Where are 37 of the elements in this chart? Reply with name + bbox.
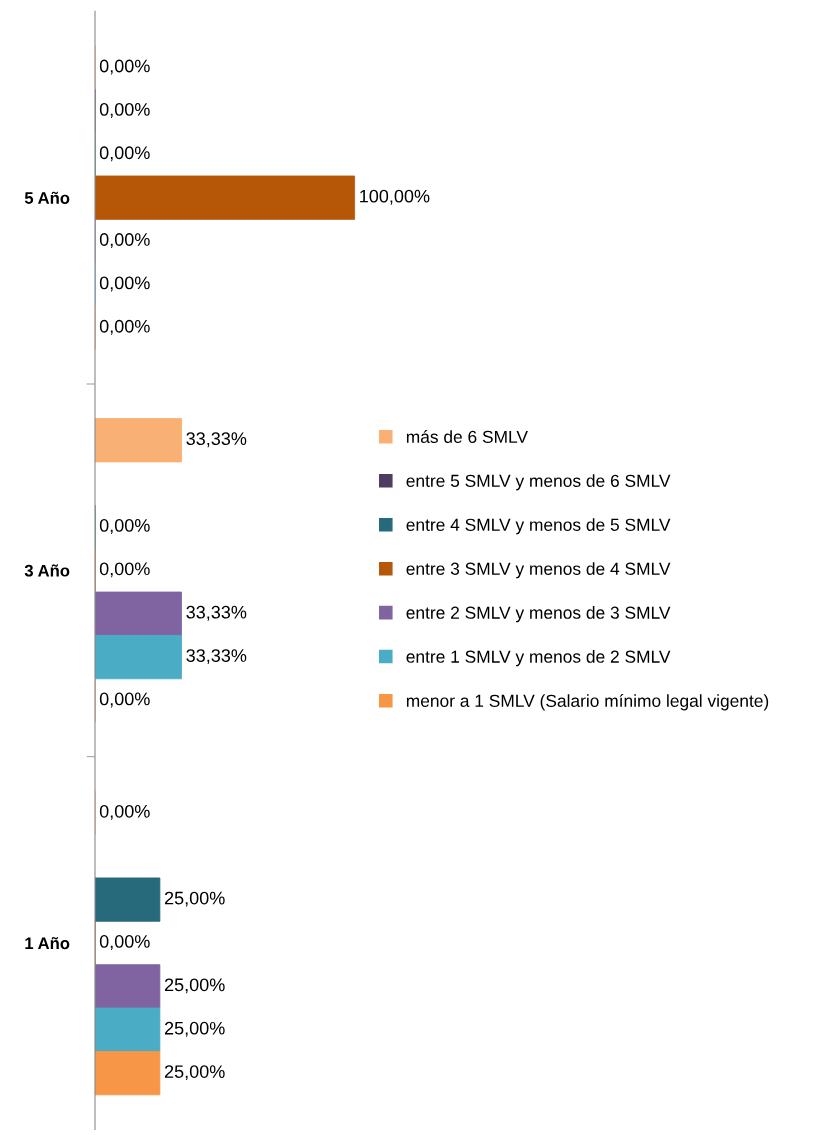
data-label: 25,00% xyxy=(164,978,225,994)
bar xyxy=(94,1051,161,1096)
legend-label: entre 1 SMLV y menos de 2 SMLV xyxy=(406,650,671,667)
bar xyxy=(94,175,356,220)
data-label: 0,00% xyxy=(99,804,150,820)
data-label: 25,00% xyxy=(164,1065,225,1081)
legend-label: menor a 1 SMLV (Salario mínimo legal vigente) xyxy=(406,694,769,711)
bar xyxy=(94,1007,161,1052)
data-label: 0,00% xyxy=(99,146,150,162)
data-label: 0,00% xyxy=(99,692,150,708)
data-label: 100,00% xyxy=(360,189,430,205)
data-label: 25,00% xyxy=(164,891,225,907)
legend-label: entre 4 SMLV y menos de 5 SMLV xyxy=(406,518,671,535)
data-label: 0,00% xyxy=(99,562,150,578)
bar xyxy=(94,591,182,636)
data-label: 0,00% xyxy=(99,519,150,534)
data-label: 0,00% xyxy=(99,319,150,335)
legend-label: entre 3 SMLV y menos de 4 SMLV xyxy=(406,562,671,579)
bar xyxy=(94,418,182,463)
data-label: 0,00% xyxy=(99,935,150,950)
data-label: 0,00% xyxy=(99,102,150,118)
legend-label: entre 2 SMLV y menos de 3 SMLV xyxy=(406,606,671,623)
bar xyxy=(94,634,182,680)
data-label: 0,00% xyxy=(99,59,150,75)
data-label: 0,00% xyxy=(99,233,150,249)
legend-label: entre 5 SMLV y menos de 6 SMLV xyxy=(406,474,671,491)
data-label: 33,33% xyxy=(186,605,247,621)
y-tick-label: 1 Año xyxy=(25,937,70,950)
legend-label: más de 6 SMLV xyxy=(406,430,528,444)
data-label: 33,33% xyxy=(186,432,247,448)
data-label: 33,33% xyxy=(186,649,247,665)
y-tick-label: 3 Año xyxy=(24,564,70,577)
data-label: 0,00% xyxy=(99,276,150,292)
y-tick-label: 5 Año xyxy=(24,191,70,204)
data-label: 25,00% xyxy=(164,1021,225,1037)
bar xyxy=(94,964,161,1009)
bar xyxy=(94,877,161,922)
